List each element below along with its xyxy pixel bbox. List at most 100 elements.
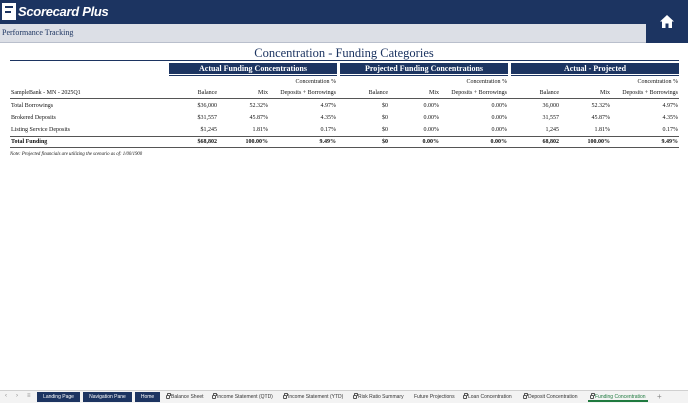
- home-button[interactable]: [646, 0, 688, 43]
- group-header-diff: Actual - Projected: [511, 63, 679, 74]
- cell-projected-conc: 0.00%: [491, 115, 508, 121]
- row-label: Listing Service Deposits: [11, 127, 70, 133]
- tab-label: Risk Ratio Summary: [358, 394, 404, 400]
- group-header-actual: Actual Funding Concentrations: [169, 63, 337, 74]
- subtitle-bar: Performance Tracking: [0, 24, 646, 43]
- title-divider: [10, 60, 679, 61]
- col-header-deposits-diff: Deposits + Borrowings: [622, 90, 678, 96]
- cell-diff-conc: 0.17%: [662, 127, 679, 133]
- total-projected-conc: 0.00%: [490, 139, 508, 145]
- lock-icon: [212, 393, 218, 399]
- tab-label: Balance Sheet: [171, 394, 204, 400]
- tab-income-statement-qtd[interactable]: Income Statement (QTD): [210, 392, 275, 402]
- col-header-balance-diff: Balance: [539, 90, 559, 96]
- tab-label: Loan Concentration: [468, 394, 512, 400]
- cell-projected-mix: 0.00%: [423, 127, 440, 133]
- cell-diff-balance: 36,000: [542, 103, 560, 109]
- cell-diff-balance: 1,245: [545, 127, 560, 133]
- bank-label: SampleBank - MN - 2025Q1: [11, 90, 81, 96]
- tab-landing-page[interactable]: Landing Page: [37, 392, 80, 402]
- cell-projected-balance: $0: [382, 127, 388, 133]
- tab-menu-icon[interactable]: ≡: [27, 393, 31, 399]
- cell-actual-balance: $1,245: [200, 127, 218, 133]
- cell-projected-balance: $0: [382, 103, 388, 109]
- total-actual-conc: 9.49%: [319, 139, 337, 145]
- cell-actual-mix: 45.87%: [249, 115, 269, 121]
- tab-navigation-pane[interactable]: Navigation Pane: [83, 392, 132, 402]
- cell-actual-balance: $31,557: [197, 115, 218, 121]
- cell-diff-mix: 52.32%: [591, 103, 611, 109]
- cell-projected-conc: 0.00%: [491, 103, 508, 109]
- col-header-conc-diff: Concentration %: [637, 79, 679, 85]
- row-label: Brokered Deposits: [11, 115, 56, 121]
- tab-label: Income Statement (YTD): [288, 394, 344, 400]
- col-header-mix-diff: Mix: [599, 90, 610, 96]
- cell-diff-balance: 31,557: [542, 115, 560, 121]
- tab-future-projections[interactable]: Future Projections: [414, 394, 455, 400]
- tab-label: Income Statement (QTD): [217, 394, 273, 400]
- lock-icon: [463, 393, 469, 399]
- cell-diff-conc: 4.35%: [662, 115, 679, 121]
- lock-icon: [523, 393, 529, 399]
- total-label: Total Funding: [11, 139, 48, 145]
- projection-note: Note: Projected financials are utilizing…: [10, 152, 143, 157]
- cell-projected-conc: 0.00%: [491, 127, 508, 133]
- tab-label: Deposit Concentration: [528, 394, 578, 400]
- lock-icon: [283, 393, 289, 399]
- cell-actual-conc: 0.17%: [320, 127, 337, 133]
- total-divider-top: [10, 136, 679, 137]
- col-header-mix-actual: Mix: [257, 90, 268, 96]
- col-header-balance-projected: Balance: [368, 90, 388, 96]
- tab-income-statement-ytd[interactable]: Income Statement (YTD): [281, 392, 345, 402]
- app-logo: Scorecard Plus: [2, 2, 109, 21]
- logo-icon: [2, 3, 16, 20]
- total-projected-balance: $0: [382, 139, 388, 145]
- cell-projected-mix: 0.00%: [423, 103, 440, 109]
- page-subtitle: Performance Tracking: [2, 28, 74, 37]
- app-header: Scorecard Plus: [0, 0, 688, 24]
- tab-next-icon[interactable]: ›: [16, 393, 18, 399]
- group-divider-actual: [169, 75, 337, 76]
- total-divider-bottom: [10, 147, 679, 148]
- home-icon: [660, 15, 674, 28]
- sheet-tab-bar: ‹ › ≡ Landing Page Navigation Pane Home …: [0, 390, 688, 403]
- cell-diff-conc: 4.97%: [662, 103, 679, 109]
- lock-icon: [166, 393, 172, 399]
- tab-deposit-concentration[interactable]: Deposit Concentration: [521, 392, 579, 402]
- group-divider-diff: [511, 75, 679, 76]
- header-divider: [10, 98, 679, 99]
- tab-home[interactable]: Home: [135, 392, 160, 402]
- group-divider-projected: [340, 75, 508, 76]
- total-projected-mix: 0.00%: [422, 139, 440, 145]
- cell-actual-mix: 1.81%: [252, 127, 269, 133]
- cell-diff-mix: 1.81%: [594, 127, 611, 133]
- tab-prev-icon[interactable]: ‹: [5, 393, 7, 399]
- group-header-projected: Projected Funding Concentrations: [340, 63, 508, 74]
- add-sheet-icon[interactable]: +: [657, 392, 662, 401]
- row-label: Total Borrowings: [11, 103, 54, 109]
- total-actual-balance: $68,802: [197, 139, 218, 145]
- cell-projected-mix: 0.00%: [423, 115, 440, 121]
- cell-actual-balance: $36,000: [197, 103, 218, 109]
- total-diff-mix: 100.00%: [587, 139, 611, 145]
- col-header-deposits-actual: Deposits + Borrowings: [280, 90, 336, 96]
- col-header-conc-projected: Concentration %: [466, 79, 508, 85]
- col-header-balance-actual: Balance: [197, 90, 217, 96]
- cell-actual-mix: 52.32%: [249, 103, 269, 109]
- report-title: Concentration - Funding Categories: [254, 46, 434, 60]
- lock-icon: [590, 393, 596, 399]
- logo-text: Scorecard Plus: [18, 4, 109, 19]
- tab-loan-concentration[interactable]: Loan Concentration: [461, 392, 514, 402]
- total-diff-conc: 9.49%: [661, 139, 679, 145]
- tab-funding-concentration[interactable]: Funding Concentration: [588, 392, 648, 402]
- total-actual-mix: 100.00%: [245, 139, 269, 145]
- cell-diff-mix: 45.87%: [591, 115, 611, 121]
- tab-balance-sheet[interactable]: Balance Sheet: [164, 392, 206, 402]
- tab-label: Funding Concentration: [595, 394, 646, 400]
- col-header-deposits-projected: Deposits + Borrowings: [451, 90, 507, 96]
- cell-actual-conc: 4.35%: [320, 115, 337, 121]
- tab-risk-ratio-summary[interactable]: Risk Ratio Summary: [351, 392, 406, 402]
- col-header-conc-actual: Concentration %: [295, 79, 337, 85]
- cell-actual-conc: 4.97%: [320, 103, 337, 109]
- cell-projected-balance: $0: [382, 115, 388, 121]
